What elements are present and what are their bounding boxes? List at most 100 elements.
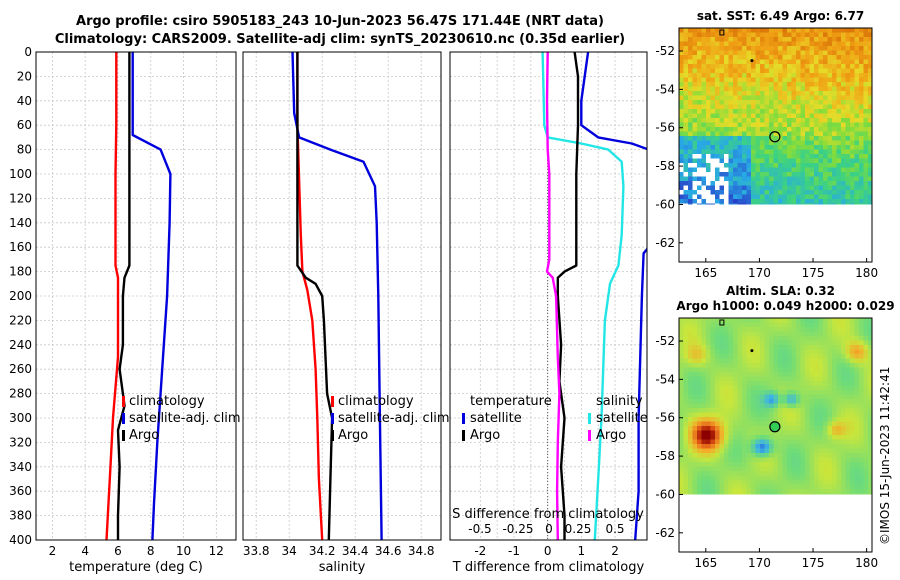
map-cell — [800, 68, 806, 74]
map-cell — [800, 412, 806, 418]
map-cell — [800, 55, 806, 60]
map-cell — [863, 104, 869, 110]
map-cell — [751, 95, 756, 101]
map-cell — [733, 363, 738, 368]
map-cell — [733, 131, 738, 137]
map-cell — [850, 421, 855, 427]
map-cell — [841, 363, 846, 368]
map-cell — [845, 32, 851, 38]
map-cell — [688, 82, 693, 87]
map-cell — [769, 46, 774, 51]
map-cell — [841, 140, 846, 146]
map-cell — [814, 345, 819, 350]
map-cell — [755, 46, 761, 51]
map-cell — [764, 32, 770, 38]
map-cell — [854, 367, 860, 373]
map-cell — [845, 41, 851, 47]
map-cell — [787, 91, 792, 96]
map-cell — [859, 122, 864, 128]
map-cell — [836, 185, 842, 191]
map-cell — [823, 435, 828, 440]
map-cell — [868, 140, 872, 146]
map-cell — [764, 426, 770, 431]
map-cell — [773, 318, 779, 323]
map-cell — [809, 435, 815, 440]
map-cell — [764, 41, 770, 47]
map-cell — [809, 131, 815, 137]
map-cell — [823, 385, 828, 391]
map-cell — [827, 127, 833, 132]
map-cell — [706, 390, 711, 395]
map-cell — [809, 421, 815, 427]
map-cell — [683, 444, 689, 449]
map-cell — [733, 136, 738, 141]
map-cell — [706, 109, 711, 114]
map-cell — [841, 466, 846, 472]
map-cell — [827, 41, 833, 47]
map-cell — [755, 118, 761, 123]
map-cell — [791, 199, 797, 204]
map-cell — [760, 136, 765, 141]
map-cell — [787, 163, 792, 168]
map-cell — [701, 466, 707, 472]
map-cell — [827, 399, 833, 404]
map-cell — [715, 354, 720, 359]
map-cell — [769, 493, 774, 495]
map-cell — [787, 493, 792, 495]
map-cell — [805, 367, 810, 373]
map-cell — [728, 439, 734, 445]
map-cell — [827, 104, 833, 110]
map-cell — [850, 167, 855, 173]
map-cell — [769, 59, 774, 65]
map-cell — [827, 354, 833, 359]
map-cell — [688, 453, 693, 458]
map-cell — [773, 399, 779, 404]
map-cell — [719, 104, 725, 110]
map-cell — [832, 462, 837, 467]
map-cell — [737, 194, 743, 200]
map-cell — [683, 73, 689, 78]
map-cell — [814, 480, 819, 485]
map-cell — [859, 95, 864, 101]
map-cell — [841, 408, 846, 413]
map-cell — [769, 109, 774, 114]
map-cell — [854, 37, 860, 42]
map-cell — [751, 471, 756, 476]
map-cell — [859, 322, 864, 328]
map-cell — [719, 100, 725, 105]
map-cell — [863, 417, 869, 422]
map-cell — [737, 322, 743, 328]
map-cell — [836, 417, 842, 422]
map-cell — [863, 426, 869, 431]
map-cell — [679, 163, 684, 168]
map-cell — [818, 181, 824, 186]
map-cell — [697, 394, 702, 400]
map-cell — [679, 417, 684, 422]
map-cell — [832, 457, 837, 463]
map-cell — [778, 381, 783, 386]
map-cell — [706, 336, 711, 341]
map-cell — [791, 50, 797, 56]
map-cell — [859, 50, 864, 56]
map-cell — [832, 104, 837, 110]
map-cell — [715, 59, 720, 65]
map-cell — [715, 122, 720, 128]
map-cell — [701, 439, 707, 445]
map-cell — [823, 475, 828, 481]
map-cell — [796, 363, 801, 368]
map-cell — [742, 349, 747, 355]
map-cell — [706, 41, 711, 47]
map-cell — [832, 480, 837, 485]
map-cell — [796, 453, 801, 458]
map-cell — [760, 91, 765, 96]
map-cell — [868, 86, 872, 92]
map-cell — [683, 462, 689, 467]
map-cell — [859, 331, 864, 337]
map-cell — [715, 322, 720, 328]
map-cell — [737, 149, 743, 155]
map-cell — [701, 172, 707, 177]
map-cell — [841, 345, 846, 350]
map-cell — [809, 199, 815, 204]
map-cell — [701, 318, 707, 323]
map-cell — [737, 376, 743, 382]
